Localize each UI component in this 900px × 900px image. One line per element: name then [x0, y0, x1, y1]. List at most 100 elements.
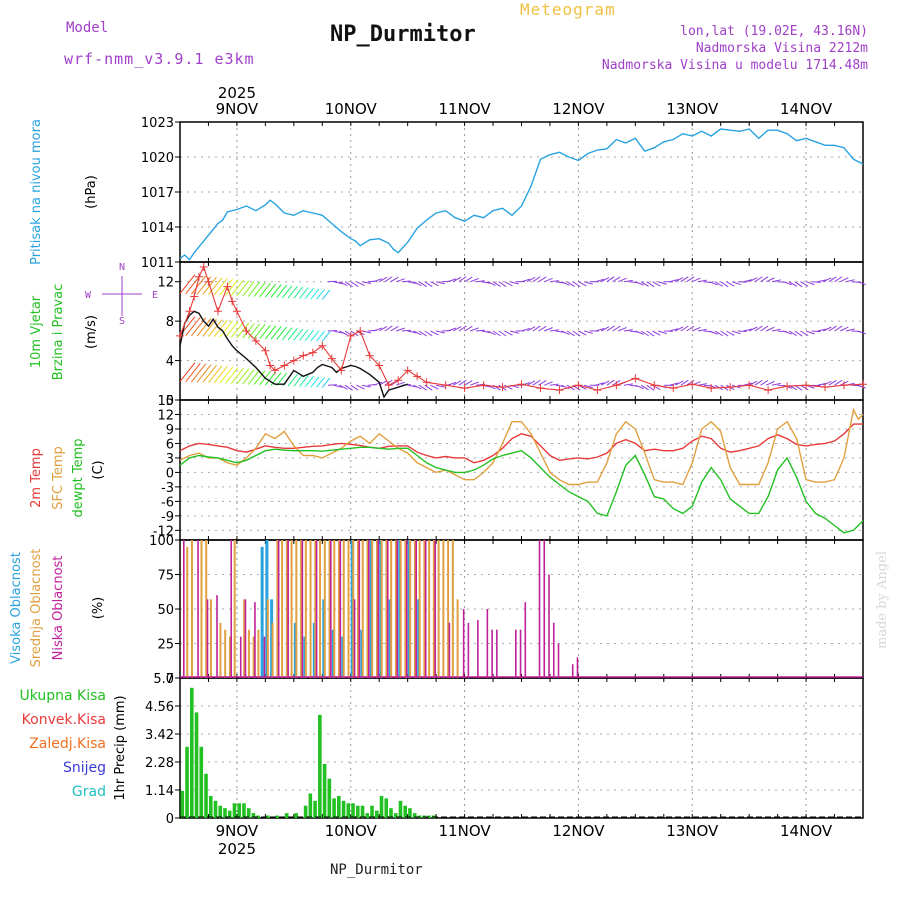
wind-arrow: [321, 331, 331, 342]
wind-arrow: [692, 277, 701, 283]
precip-bar: [251, 813, 256, 818]
cloud-units: (%): [91, 597, 106, 620]
wind-arrow: [754, 379, 763, 386]
wind-ylabel: 10m Vjetar: [29, 295, 44, 368]
cloud-bar-mid: [342, 540, 345, 678]
precip-bar: [332, 798, 336, 818]
pressure-panel-frame: [179, 121, 864, 263]
cloud-bar-low: [183, 540, 185, 678]
wind-arrow: [840, 326, 849, 332]
cloud-bar-mid: [390, 540, 393, 678]
wind-arrow: [378, 325, 388, 332]
wind-arrow: [771, 279, 781, 283]
cloud-bar-mid: [252, 636, 255, 678]
precip-legend-item: Konvek.Kisa: [22, 712, 106, 728]
precip-bar: [365, 813, 370, 818]
wind-gust-marker: [261, 346, 270, 355]
pressure-ylabel: Pritisak na nivou mora: [29, 119, 44, 265]
wind-arrow: [640, 384, 649, 391]
wind-arrow: [828, 379, 837, 386]
wind-arrow: [544, 381, 553, 386]
chart-subtitle: Meteogram: [520, 0, 616, 19]
wind-arrow: [504, 281, 513, 287]
wind-arrow: [646, 384, 655, 391]
compass-e: E: [152, 290, 158, 301]
cloud-bar-low: [424, 540, 427, 678]
wind-gust-marker: [270, 366, 279, 375]
wind-arrow: [293, 286, 304, 299]
wind-arrow: [436, 281, 446, 285]
cloud-bar-mid: [224, 629, 227, 678]
wind-arrow: [464, 276, 473, 283]
precip-bar: [327, 778, 332, 818]
wind-arrow: [657, 281, 667, 285]
wind-arrow: [612, 276, 621, 283]
wind-arrow: [475, 280, 485, 283]
wind-arrow: [276, 372, 287, 386]
wind-arrow: [401, 329, 411, 332]
wind-arrow: [247, 369, 261, 385]
temp-line-2: [179, 446, 864, 534]
wind-arrow: [230, 367, 244, 384]
wind-arrow: [697, 383, 707, 386]
wind-arrow: [452, 380, 462, 386]
wind-arrow: [270, 284, 282, 298]
cloud-bar-mid: [205, 540, 208, 678]
day-label-bottom: 12NOV: [552, 822, 605, 840]
temperature-ytick-label: -9: [161, 510, 174, 525]
wind-arrow: [384, 276, 393, 283]
wind-arrow: [783, 330, 792, 335]
cloud-bar-mid: [233, 540, 236, 678]
precip-legend-item: Grad: [72, 784, 106, 800]
wind-arrow: [788, 330, 798, 337]
wind-arrow: [350, 281, 359, 288]
wind-gust-marker: [441, 381, 450, 390]
wind-arrow: [680, 379, 689, 386]
year-label-top: 2025: [218, 84, 256, 102]
precip-bar: [199, 746, 204, 818]
compass-n: N: [119, 262, 125, 273]
precip-ytick-label: 2.28: [145, 756, 174, 771]
day-label-top: 13NOV: [666, 100, 719, 118]
day-label-bottom: 10NOV: [325, 822, 378, 840]
wind-arrow: [583, 384, 593, 389]
wind-arrow: [270, 326, 282, 340]
wind-gust-marker: [783, 382, 792, 391]
precip-bar: [180, 790, 185, 818]
wind-arrow: [356, 281, 365, 287]
cloud-bar-low: [239, 636, 242, 678]
wind-arrow: [572, 281, 581, 288]
cloud-bar-low: [315, 540, 318, 678]
wind-arrow: [817, 279, 827, 283]
wind-arrow: [179, 274, 196, 294]
day-label-top: 10NOV: [325, 100, 378, 118]
cloud-bar-mid: [413, 540, 416, 678]
wind-arrow: [549, 383, 559, 386]
wind-gust-marker: [394, 376, 403, 385]
wind-arrow: [287, 286, 298, 299]
wind-arrow: [532, 325, 541, 332]
wind-arrow: [549, 280, 559, 283]
cloud-ylabel3: Niska Oblacnost: [51, 556, 66, 661]
wind-arrow: [259, 324, 271, 340]
wind-arrow: [754, 276, 763, 283]
wind-arrow: [333, 330, 343, 334]
day-label-top: 11NOV: [439, 100, 492, 118]
page-title: NP_Durmitor: [330, 22, 476, 47]
wind-arrow: [470, 278, 479, 283]
wind-arrow: [600, 380, 610, 386]
wind-arrow: [458, 379, 467, 386]
cloud-bar-low: [557, 643, 560, 678]
wind-arrow: [236, 368, 250, 385]
cloud-bar-mid: [423, 540, 426, 678]
cloud-bar-low: [467, 622, 470, 678]
wind-arrow: [578, 330, 587, 336]
wind-gust-marker: [555, 386, 564, 395]
wind-arrow: [390, 276, 399, 283]
wind-ytick-label: 12: [157, 276, 174, 291]
cloud-bar-mid: [366, 540, 369, 678]
wind-arrow: [652, 384, 661, 391]
cloud-bar-mid: [328, 540, 331, 678]
cloud-bar-mid: [347, 540, 350, 678]
wind-arrow: [822, 380, 832, 386]
